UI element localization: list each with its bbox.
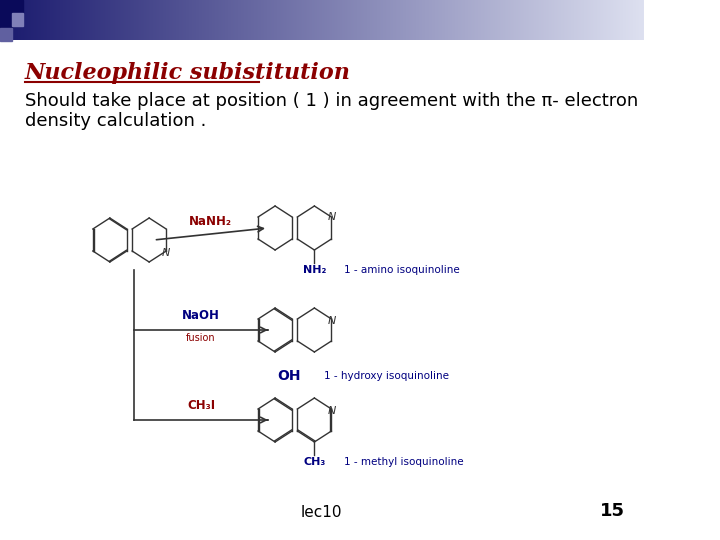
Text: NH₂: NH₂ bbox=[302, 265, 326, 275]
Text: 1 - methyl isoquinoline: 1 - methyl isoquinoline bbox=[344, 457, 464, 467]
Text: CH₃: CH₃ bbox=[303, 457, 325, 467]
Bar bbox=[12, 13, 23, 26]
Text: Should take place at position ( 1 ) in agreement with the π- electron: Should take place at position ( 1 ) in a… bbox=[25, 92, 638, 110]
Text: OH: OH bbox=[277, 369, 300, 383]
Text: N: N bbox=[328, 212, 336, 222]
Bar bbox=[0, 0, 12, 28]
Bar bbox=[0, 28, 12, 41]
Text: NaNH₂: NaNH₂ bbox=[189, 215, 233, 228]
Text: CH₃I: CH₃I bbox=[187, 399, 215, 412]
Text: N: N bbox=[328, 406, 336, 416]
Text: 1 - amino isoquinoline: 1 - amino isoquinoline bbox=[344, 265, 459, 275]
Text: N: N bbox=[162, 248, 170, 258]
Text: lec10: lec10 bbox=[301, 505, 342, 520]
Text: density calculation .: density calculation . bbox=[25, 112, 207, 130]
Text: NaOH: NaOH bbox=[182, 309, 220, 322]
Text: 15: 15 bbox=[600, 502, 625, 520]
Text: Nucleophilic subistitution: Nucleophilic subistitution bbox=[25, 62, 351, 84]
Text: 1 - hydroxy isoquinoline: 1 - hydroxy isoquinoline bbox=[324, 371, 449, 381]
Text: N: N bbox=[328, 316, 336, 326]
Text: fusion: fusion bbox=[186, 333, 216, 343]
Bar bbox=[12, 0, 23, 13]
